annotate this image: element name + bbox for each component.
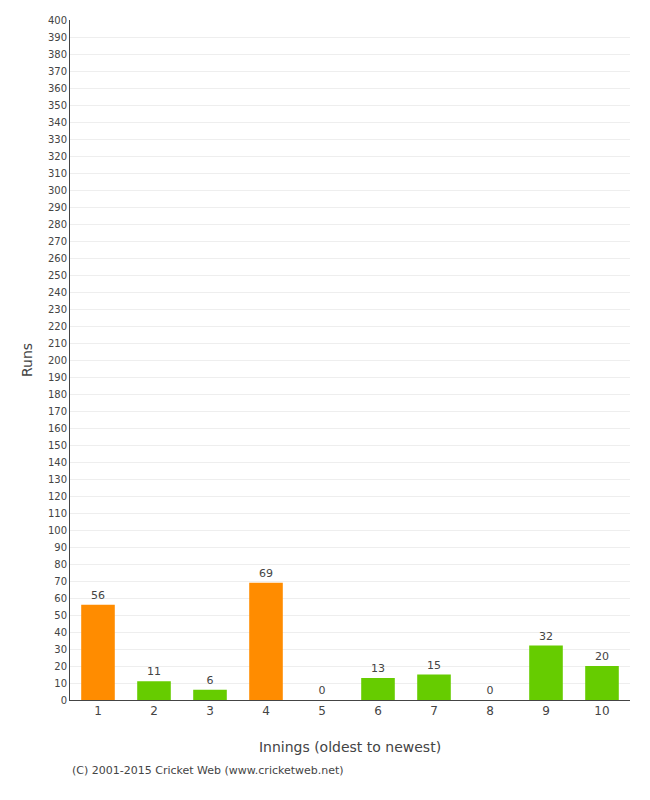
svg-text:220: 220 [48,321,67,332]
svg-text:32: 32 [539,630,553,643]
svg-text:280: 280 [48,219,67,230]
svg-text:70: 70 [54,576,67,587]
svg-text:240: 240 [48,287,67,298]
svg-text:250: 250 [48,270,67,281]
svg-text:20: 20 [54,661,67,672]
svg-text:(C) 2001-2015 Cricket Web (www: (C) 2001-2015 Cricket Web (www.cricketwe… [72,764,344,777]
svg-text:11: 11 [147,665,161,678]
svg-text:56: 56 [91,589,105,602]
svg-text:340: 340 [48,117,67,128]
svg-text:3: 3 [206,704,214,718]
svg-text:90: 90 [54,542,67,553]
svg-text:120: 120 [48,491,67,502]
svg-text:360: 360 [48,83,67,94]
svg-text:1: 1 [94,704,102,718]
svg-text:80: 80 [54,559,67,570]
svg-text:370: 370 [48,66,67,77]
svg-text:310: 310 [48,168,67,179]
svg-text:60: 60 [54,593,67,604]
svg-text:320: 320 [48,151,67,162]
svg-text:40: 40 [54,627,67,638]
svg-text:7: 7 [430,704,438,718]
svg-text:110: 110 [48,508,67,519]
svg-text:5: 5 [318,704,326,718]
svg-text:390: 390 [48,32,67,43]
svg-text:8: 8 [486,704,494,718]
svg-text:100: 100 [48,525,67,536]
svg-text:13: 13 [371,662,385,675]
svg-text:170: 170 [48,406,67,417]
svg-text:150: 150 [48,440,67,451]
svg-text:Runs: Runs [19,343,35,377]
svg-text:4: 4 [262,704,270,718]
svg-text:6: 6 [374,704,382,718]
svg-text:30: 30 [54,644,67,655]
svg-text:210: 210 [48,338,67,349]
svg-text:190: 190 [48,372,67,383]
svg-text:400: 400 [48,15,67,26]
svg-text:330: 330 [48,134,67,145]
svg-text:230: 230 [48,304,67,315]
svg-text:130: 130 [48,474,67,485]
svg-text:260: 260 [48,253,67,264]
svg-text:140: 140 [48,457,67,468]
svg-text:6: 6 [207,674,214,687]
svg-text:350: 350 [48,100,67,111]
svg-text:20: 20 [595,650,609,663]
svg-text:0: 0 [61,695,67,706]
svg-text:270: 270 [48,236,67,247]
svg-text:160: 160 [48,423,67,434]
svg-text:50: 50 [54,610,67,621]
svg-text:10: 10 [54,678,67,689]
svg-text:Innings (oldest to newest): Innings (oldest to newest) [259,739,441,755]
svg-text:9: 9 [542,704,550,718]
svg-text:180: 180 [48,389,67,400]
svg-text:2: 2 [150,704,158,718]
svg-text:200: 200 [48,355,67,366]
svg-text:300: 300 [48,185,67,196]
svg-text:290: 290 [48,202,67,213]
svg-text:0: 0 [319,684,326,697]
svg-text:380: 380 [48,49,67,60]
svg-text:0: 0 [487,684,494,697]
svg-text:69: 69 [259,567,273,580]
svg-text:15: 15 [427,659,441,672]
svg-text:10: 10 [594,704,609,718]
